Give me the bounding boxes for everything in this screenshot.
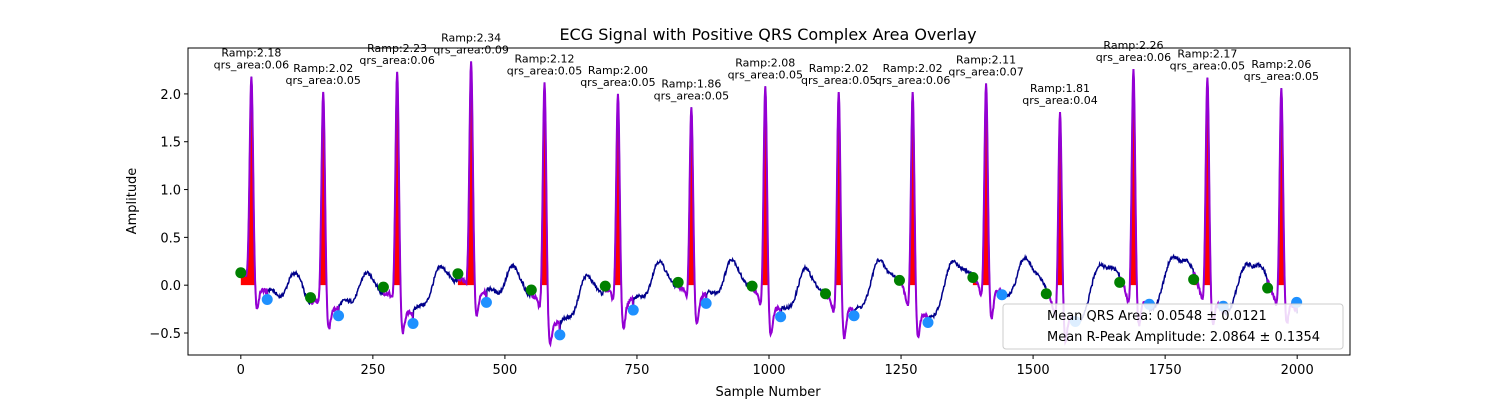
qrs-onset-marker (377, 281, 389, 293)
annotation-qrs-area: qrs_area:0.05 (1244, 70, 1319, 83)
annotation-qrs-area: qrs_area:0.06 (1096, 51, 1171, 64)
x-tick-label: 0 (237, 363, 245, 378)
x-tick-label: 250 (360, 363, 385, 378)
annotation-qrs-area: qrs_area:0.05 (1170, 60, 1245, 73)
annotation-qrs-area: qrs_area:0.06 (359, 54, 434, 67)
qrs-offset-marker (554, 329, 566, 341)
annotation-ramp: Ramp:2.17 (1177, 48, 1237, 61)
annotation-qrs-area: qrs_area:0.05 (728, 68, 803, 81)
x-tick-label: 500 (492, 363, 517, 378)
qrs-onset-marker (893, 274, 905, 286)
legend-entry-mean-qrs-area: Mean QRS Area: 0.0548 ± 0.0121 (1047, 309, 1267, 324)
y-tick-label: 0.0 (160, 279, 181, 294)
qrs-onset-marker (967, 272, 979, 284)
x-axis: 0 250 500 750 1000 1250 1500 1750 2000 (237, 355, 1314, 378)
qrs-segment-line (456, 61, 488, 317)
qrs-offset-marker (407, 317, 419, 329)
annotation-ramp: Ramp:2.12 (514, 52, 574, 65)
annotation-ramp: Ramp:2.06 (1251, 58, 1311, 71)
annotation-ramp: Ramp:2.23 (367, 42, 427, 55)
qrs-onset-marker (820, 288, 832, 300)
legend-box (1002, 303, 1344, 350)
chart-title: ECG Signal with Positive QRS Complex Are… (559, 25, 976, 44)
qrs-offset-marker (333, 310, 345, 322)
annotation-qrs-area: qrs_area:0.04 (1022, 94, 1097, 107)
qrs-offset-marker (775, 311, 787, 323)
qrs-onset-marker (746, 280, 758, 292)
qrs-segment-line (751, 86, 782, 338)
annotation-qrs-area: qrs_area:0.05 (285, 74, 360, 87)
qrs-onset-marker (1040, 288, 1052, 300)
plot-area (235, 61, 1303, 348)
qrs-onset-marker (235, 267, 247, 279)
y-tick-label: 0.5 (160, 231, 181, 246)
qrs-offset-marker (480, 296, 492, 308)
qrs-offset-marker (848, 310, 860, 322)
qrs-onset-marker (1114, 276, 1126, 288)
annotation-qrs-area: qrs_area:0.06 (214, 59, 289, 72)
qrs-offset-marker (700, 297, 712, 309)
qrs-offset-marker (261, 294, 273, 306)
annotation-ramp: Ramp:2.02 (293, 62, 353, 75)
qrs-segment-line (382, 71, 415, 335)
annotation-ramp: Ramp:2.08 (735, 56, 795, 69)
qrs-area-fill (1267, 88, 1297, 286)
annotation-qrs-area: qrs_area:0.07 (948, 65, 1023, 78)
annotation-ramp: Ramp:2.02 (809, 62, 869, 75)
legend: Mean QRS Area: 0.0548 ± 0.0121 Mean R-Pe… (1002, 303, 1344, 350)
annotation-ramp: Ramp:2.34 (441, 31, 501, 44)
y-tick-label: 1.5 (160, 136, 181, 151)
qrs-segment-line (824, 91, 856, 340)
x-tick-label: 1250 (884, 363, 917, 378)
qrs-segment-line (972, 83, 1003, 320)
y-tick-label: −0.5 (149, 327, 181, 342)
y-tick-label: 1.0 (160, 184, 181, 199)
y-tick-label: 2.0 (160, 88, 181, 103)
annotation-ramp: Ramp:1.86 (661, 77, 721, 90)
annotation-ramp: Ramp:2.02 (883, 62, 943, 75)
qrs-segment-line (604, 93, 635, 331)
qrs-onset-marker (452, 268, 464, 280)
qrs-onset-marker (672, 276, 684, 288)
x-tick-label: 1000 (752, 363, 785, 378)
qrs-offset-marker (996, 289, 1008, 301)
annotation-ramp: Ramp:2.00 (588, 64, 648, 77)
y-axis: −0.5 0.0 0.5 1.0 1.5 2.0 (149, 88, 188, 342)
annotation-ramp: Ramp:2.18 (221, 47, 281, 60)
qrs-onset-marker (305, 292, 317, 304)
x-tick-label: 750 (625, 363, 650, 378)
x-axis-label: Sample Number (715, 385, 821, 400)
annotation-ramp: Ramp:1.81 (1030, 82, 1090, 95)
qrs-offset-marker (922, 316, 934, 328)
annotation-ramp: Ramp:2.11 (956, 53, 1016, 66)
qrs-onset-marker (1262, 282, 1274, 294)
qrs-area-fill (678, 107, 707, 286)
annotation-ramp: Ramp:2.26 (1103, 39, 1163, 52)
annotation-qrs-area: qrs_area:0.05 (654, 89, 729, 102)
qrs-offset-marker (627, 304, 639, 316)
annotation-qrs-area: qrs_area:0.09 (433, 43, 508, 56)
qrs-onset-marker (599, 280, 611, 292)
x-tick-label: 2000 (1281, 363, 1314, 378)
annotation-qrs-area: qrs_area:0.06 (875, 74, 950, 87)
qrs-segment-line (309, 91, 340, 330)
qrs-onset-marker (1188, 273, 1200, 285)
legend-entry-mean-r-peak-amplitude: Mean R-Peak Amplitude: 2.0864 ± 0.1354 (1047, 330, 1320, 345)
y-axis-label: Amplitude (125, 168, 140, 235)
qrs-segment-line (677, 107, 708, 326)
qrs-segment-line (530, 82, 561, 348)
annotation-qrs-area: qrs_area:0.05 (507, 64, 582, 77)
annotation-qrs-area: qrs_area:0.05 (580, 76, 655, 89)
x-tick-label: 1500 (1017, 363, 1050, 378)
qrs-segment-line (898, 91, 929, 339)
x-tick-label: 1750 (1149, 363, 1182, 378)
annotation-qrs-area: qrs_area:0.05 (801, 74, 876, 87)
qrs-onset-marker (525, 284, 537, 296)
